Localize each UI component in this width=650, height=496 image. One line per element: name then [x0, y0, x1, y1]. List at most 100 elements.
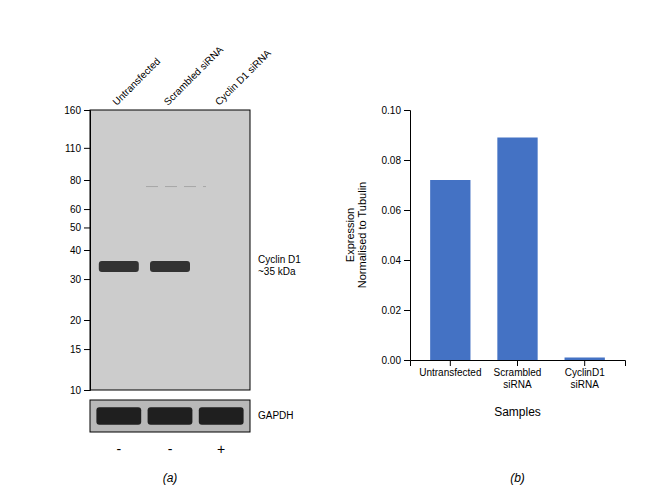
lane-label: Untransfected: [110, 56, 162, 108]
tick: 10: [70, 385, 90, 396]
tick-label: 0.02: [382, 305, 402, 316]
tick-mark: [404, 360, 410, 361]
tick-label: 110: [65, 143, 81, 154]
blot-bands: [99, 187, 206, 272]
tick: 60: [70, 204, 90, 215]
text-line: siRNA: [503, 379, 532, 390]
y-axis: 160 110 80 60 50 40 30 20 15 10: [64, 105, 90, 396]
tick-label: 20: [70, 315, 82, 326]
tick-mark: [84, 349, 90, 350]
tick-label: 30: [70, 274, 82, 285]
tick-label: 0.00: [382, 355, 402, 366]
tick-label: 160: [64, 105, 81, 116]
band: [99, 261, 139, 272]
tick-label: Untransfected: [419, 367, 481, 378]
tick: 110: [65, 143, 90, 154]
panel-label: (b): [510, 471, 525, 485]
text-line: Cyclin D1: [258, 254, 301, 265]
tick: CyclinD1siRNA: [565, 360, 605, 390]
tick-label: 0.08: [382, 155, 402, 166]
tick-mark: [84, 390, 90, 391]
tick-label: 0.06: [382, 205, 402, 216]
control-band: [148, 407, 193, 425]
bar: [497, 138, 537, 361]
tick-mark: [404, 110, 410, 111]
tick-mark: [84, 110, 90, 111]
tick-mark: [84, 209, 90, 210]
bar: [430, 180, 470, 360]
tick: 50: [70, 222, 90, 233]
text-line: Untransfected: [419, 367, 481, 378]
tick-mark: [584, 360, 585, 366]
text-line: Expression: [344, 208, 356, 262]
tick-label: 10: [70, 385, 82, 396]
axis-line: [411, 361, 626, 367]
lane-sign: -: [116, 441, 121, 457]
tick: 0.02: [382, 305, 410, 316]
tick-mark: [84, 250, 90, 251]
control-band: [96, 407, 141, 425]
faint-band: [146, 186, 206, 187]
tick-mark: [404, 210, 410, 211]
control-band: [199, 407, 244, 425]
tick-mark: [84, 180, 90, 181]
bar: [565, 358, 605, 361]
tick-label: 0.04: [382, 255, 402, 266]
tick-label: 0.10: [382, 105, 402, 116]
tick: 0.04: [382, 255, 410, 266]
bars: [430, 138, 605, 361]
text-line: siRNA: [571, 379, 600, 390]
tick-mark: [404, 260, 410, 261]
chart-root: 160 110 80 60 50 40 30 20 15 10 Untransfected Scram…: [0, 0, 650, 496]
lane-label: Cyclin D1 siRNA: [213, 47, 273, 107]
tick-mark: [84, 279, 90, 280]
tick: 160: [64, 105, 90, 116]
bar-panel: 0.00 0.02 0.04 0.06 0.08 0.10 Untransfected Scr…: [344, 105, 626, 485]
y-axis: 0.00 0.02 0.04 0.06 0.08 0.10: [382, 105, 411, 366]
lane-sign: -: [168, 441, 173, 457]
tick-label: 80: [70, 175, 82, 186]
tick-label: CyclinD1siRNA: [565, 367, 605, 390]
tick-mark: [84, 320, 90, 321]
tick-mark: [517, 360, 518, 366]
tick-mark: [84, 227, 90, 228]
tick-label: ScrambledsiRNA: [494, 367, 542, 390]
y-axis-title: ExpressionNormalised to Tubulin: [344, 182, 369, 288]
tick-label: 40: [70, 245, 82, 256]
tick: 15: [70, 344, 90, 355]
tick: 20: [70, 315, 90, 326]
tick: 0.06: [382, 205, 410, 216]
text-line: CyclinD1: [565, 367, 605, 378]
control-membrane: [90, 400, 250, 432]
tick-mark: [450, 360, 451, 366]
tick-label: 15: [70, 344, 82, 355]
text-line: Scrambled: [494, 367, 542, 378]
tick-label: 60: [70, 204, 82, 215]
band-label: Cyclin D1~35 kDa: [258, 254, 301, 277]
tick-mark: [404, 160, 410, 161]
tick: 0.08: [382, 155, 410, 166]
tick: 80: [70, 175, 90, 186]
blot-membrane: [90, 110, 250, 390]
text-line: ~35 kDa: [258, 266, 296, 277]
x-axis-title: Samples: [494, 405, 541, 419]
lane-sign: +: [217, 441, 225, 457]
axis-line: [84, 111, 91, 391]
tick-label: 50: [70, 222, 82, 233]
tick: 0.10: [382, 105, 410, 116]
x-axis: UntransfectedScrambledsiRNACyclinD1siRNA: [411, 360, 626, 390]
tick: 0.00: [382, 355, 410, 366]
tick-mark: [404, 310, 410, 311]
blot-panel: 1601108060504030201510UntransfectedScram…: [64, 44, 301, 485]
axis-line: [404, 111, 411, 361]
chart-svg: 160 110 80 60 50 40 30 20 15 10 Untransfected Scram…: [0, 0, 650, 496]
tick: ScrambledsiRNA: [494, 360, 542, 390]
tick: 40: [70, 245, 90, 256]
band: [150, 261, 190, 272]
text-line: Normalised to Tubulin: [356, 182, 368, 288]
tick: Untransfected: [419, 360, 481, 378]
panel-label: (a): [163, 471, 178, 485]
tick: 30: [70, 274, 90, 285]
tick-mark: [84, 148, 90, 149]
control-label: GAPDH: [258, 410, 294, 421]
